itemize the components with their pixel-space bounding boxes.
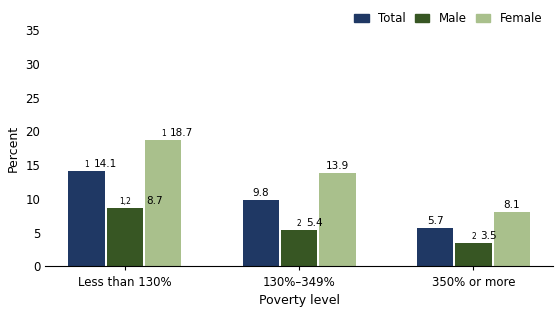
Legend: Total, Male, Female: Total, Male, Female: [349, 8, 547, 30]
Y-axis label: Percent: Percent: [7, 125, 20, 172]
Text: 14.1: 14.1: [94, 159, 116, 169]
Text: 1,2: 1,2: [119, 197, 131, 206]
Text: 18.7: 18.7: [170, 128, 193, 138]
Text: 3.5: 3.5: [480, 231, 497, 241]
Bar: [106, 208, 143, 267]
Text: 1: 1: [84, 160, 89, 169]
Bar: [417, 228, 453, 267]
Text: 5.4: 5.4: [306, 218, 323, 228]
Text: 2: 2: [297, 219, 301, 228]
Text: 1: 1: [161, 129, 166, 138]
Bar: [455, 243, 492, 267]
X-axis label: Poverty level: Poverty level: [259, 294, 340, 307]
Bar: [242, 200, 279, 267]
Text: 2: 2: [471, 232, 476, 241]
Bar: [319, 173, 356, 267]
Text: 8.1: 8.1: [503, 200, 520, 210]
Text: 9.8: 9.8: [253, 188, 269, 198]
Text: 5.7: 5.7: [427, 216, 444, 226]
Bar: [145, 140, 181, 267]
Text: 13.9: 13.9: [326, 160, 349, 171]
Bar: [281, 230, 318, 267]
Bar: [68, 171, 105, 267]
Bar: [493, 212, 530, 267]
Text: 8.7: 8.7: [146, 196, 162, 206]
